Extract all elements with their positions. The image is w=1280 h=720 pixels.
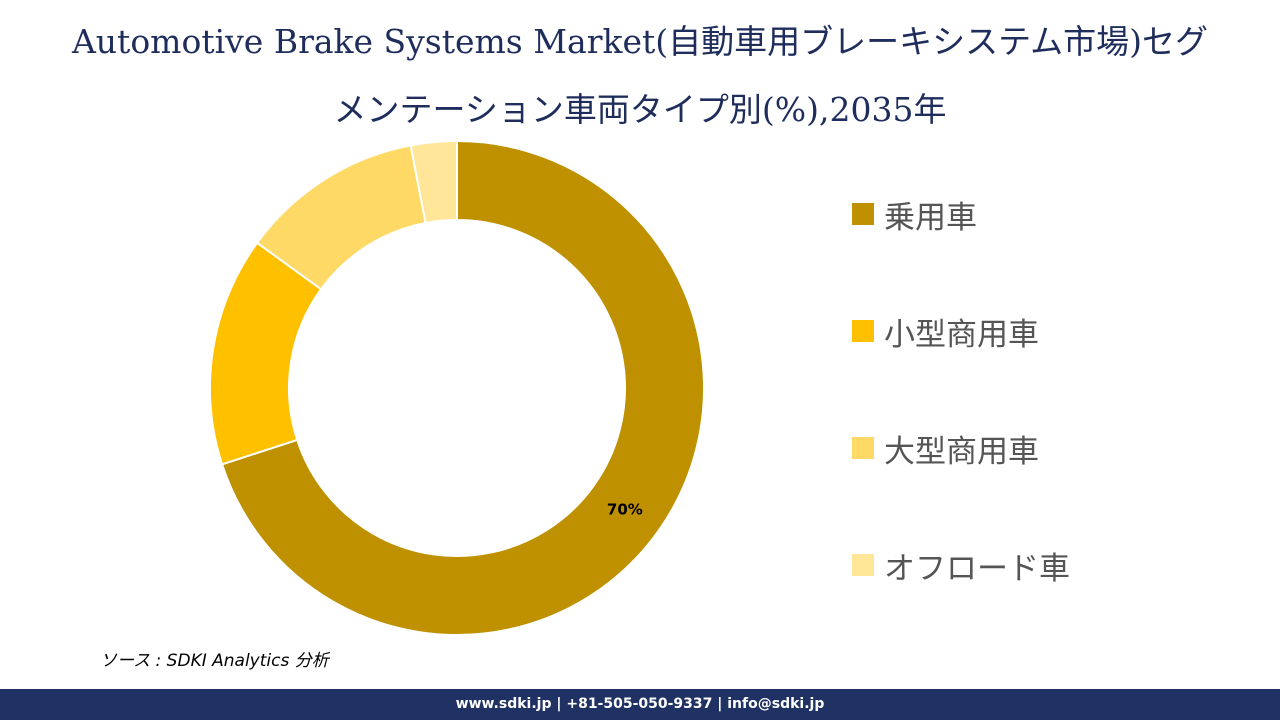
legend-label: 乗用車 — [884, 199, 977, 236]
donut-slice-4 — [409, 139, 458, 225]
legend-label: 大型商用車 — [884, 433, 1039, 470]
chart-title-line-1: Automotive Brake Systems Market(自動車用ブレーキ… — [71, 22, 1209, 61]
donut-data-labels: 70% — [607, 500, 643, 518]
chart-title-line-2: メンテーション車両タイプ別(%),2035年 — [333, 90, 947, 129]
legend-label: 小型商用車 — [884, 316, 1039, 353]
legend-label: オフロード車 — [884, 550, 1070, 587]
chart-title: Automotive Brake Systems Market(自動車用ブレーキ… — [0, 8, 1280, 144]
donut-slices — [209, 139, 705, 636]
legend-swatch — [852, 437, 874, 459]
legend-item-3: 大型商用車 — [852, 424, 1172, 472]
legend-item-2: 小型商用車 — [852, 307, 1172, 355]
legend-swatch — [852, 203, 874, 225]
legend-swatch — [852, 320, 874, 342]
legend-item-1: 乗用車 — [852, 190, 1172, 238]
source-note: ソース : SDKI Analytics 分析 — [100, 651, 329, 671]
donut-slice-1 — [220, 139, 705, 636]
data-label-1: 70% — [607, 500, 643, 518]
legend-swatch — [852, 554, 874, 576]
footer-contact-bar: www.sdki.jp | +81-505-050-9337 | info@sd… — [0, 689, 1280, 720]
legend-item-4: オフロード車 — [852, 541, 1172, 589]
